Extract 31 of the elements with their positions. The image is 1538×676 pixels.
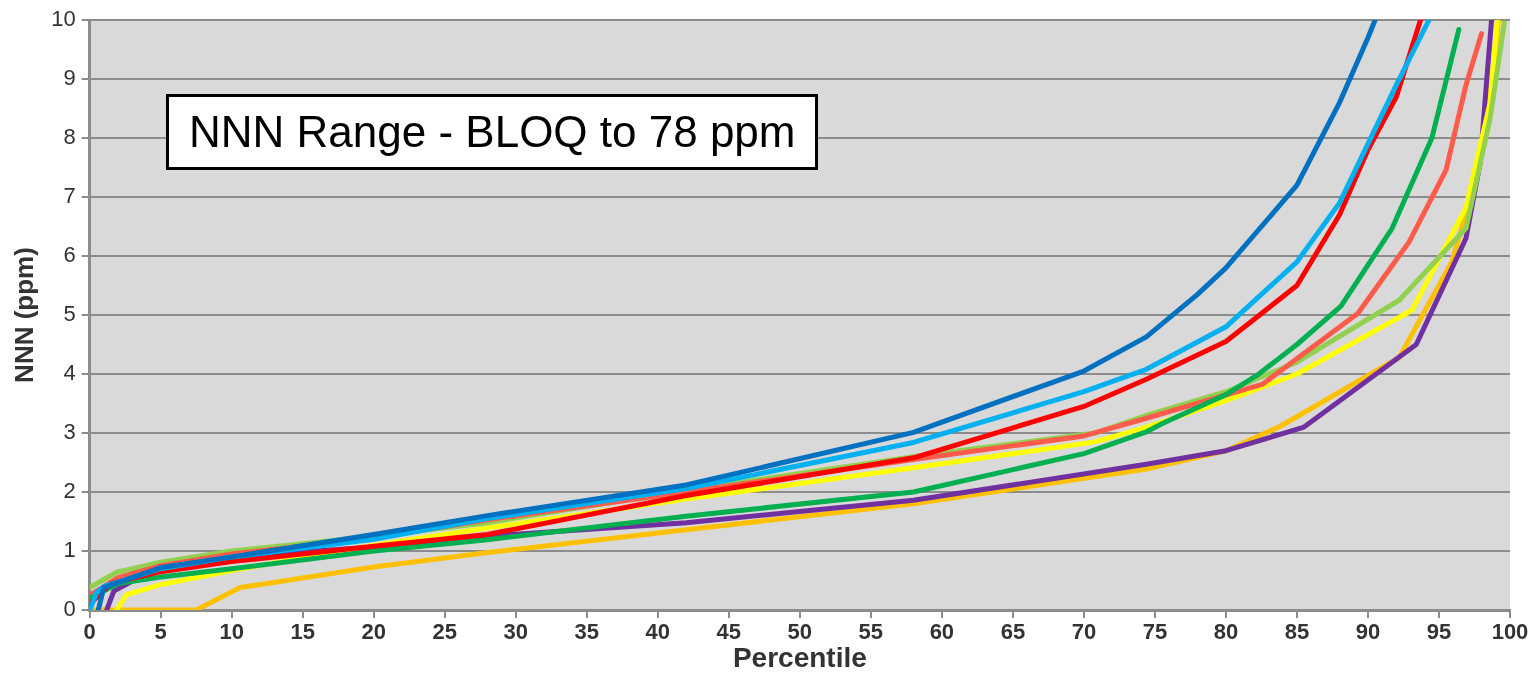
x-tick-label: 95 <box>1426 619 1452 645</box>
x-tick-label: 90 <box>1355 619 1381 645</box>
y-tick-label: 2 <box>63 478 76 504</box>
x-tick-label: 25 <box>432 619 457 645</box>
x-tick-label: 15 <box>290 619 315 645</box>
y-tick-label: 10 <box>51 6 76 32</box>
x-tick-label: 40 <box>645 619 671 645</box>
y-tick-label: 3 <box>63 419 76 445</box>
text: NNN Range - BLOQ to 78 ppm <box>166 94 819 170</box>
y-tick-label: 0 <box>63 596 76 622</box>
x-tick-label: 20 <box>361 619 386 645</box>
x-tick-label: 0 <box>83 619 96 645</box>
y-tick-label: 8 <box>63 124 76 150</box>
x-tick-label: 30 <box>503 619 529 645</box>
x-tick-label: 5 <box>154 619 167 645</box>
x-tick-label: 10 <box>219 619 244 645</box>
x-tick-label: 65 <box>1000 619 1026 645</box>
x-tick-label: 85 <box>1284 619 1310 645</box>
y-tick-label: 4 <box>63 360 76 386</box>
x-tick-label: 60 <box>929 619 955 645</box>
x-tick-label: 100 <box>1491 619 1529 645</box>
y-tick-label: 1 <box>63 537 76 563</box>
y-tick-label: 5 <box>63 301 76 327</box>
x-tick-label: 75 <box>1142 619 1168 645</box>
y-tick-label: 9 <box>63 65 76 91</box>
x-tick-label: 80 <box>1213 619 1239 645</box>
y-tick-label: 6 <box>63 242 76 268</box>
y-axis-title: NNN (ppm) <box>8 247 39 383</box>
x-tick-label: 35 <box>574 619 600 645</box>
y-tick-label: 7 <box>63 183 76 209</box>
x-tick-label: 70 <box>1071 619 1097 645</box>
